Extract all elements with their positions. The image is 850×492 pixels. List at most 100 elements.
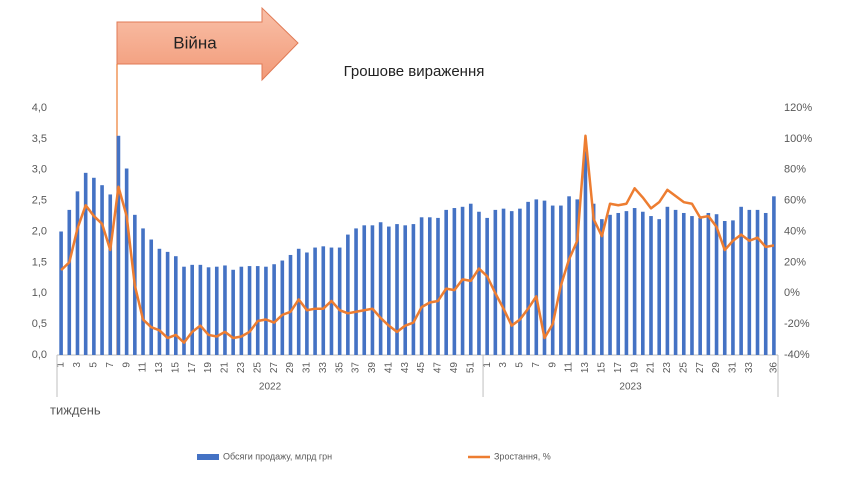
x-tick-label: 33	[318, 362, 329, 374]
x-tick-label: 41	[383, 362, 394, 374]
war-arrow	[116, 6, 299, 82]
x-tick-label: 27	[269, 362, 280, 374]
x-tick-label: 1	[56, 362, 67, 368]
line	[60, 134, 775, 344]
bar	[182, 266, 186, 355]
bar	[665, 206, 670, 355]
bar	[714, 214, 719, 355]
bar	[190, 264, 194, 355]
x-tick-label: 19	[203, 362, 214, 374]
legend-label: Обсяги продажу, млрд грн	[223, 451, 332, 461]
bar	[722, 221, 727, 355]
x-tick-label: 23	[662, 362, 673, 374]
y-tick-label: 1,5	[32, 256, 47, 268]
bar	[550, 205, 555, 355]
x-tick-label: 35	[334, 362, 345, 374]
bar	[59, 231, 63, 355]
legend-swatch	[197, 454, 219, 460]
bar	[173, 256, 178, 355]
bar	[518, 208, 522, 355]
x-axis-label: тиждень	[50, 402, 101, 417]
chart-title: Грошове вираження	[344, 63, 485, 80]
bar	[698, 217, 702, 355]
x-tick-label: 37	[351, 362, 362, 374]
bar	[75, 191, 80, 355]
y-tick-label: 0,0	[32, 349, 47, 361]
bar	[485, 217, 489, 355]
x-tick-label: 33	[744, 362, 755, 374]
x-tick-label: 36	[769, 362, 780, 374]
x-tick-label: 7	[531, 362, 542, 368]
annotation: Війна	[173, 33, 217, 52]
x-tick-label: 9	[547, 362, 558, 368]
bar	[313, 247, 317, 355]
x-tick-label: 45	[416, 362, 427, 374]
y2-tick-label: 0%	[784, 287, 800, 299]
x-tick-label: 3	[498, 362, 509, 368]
group-label: 2023	[619, 382, 642, 393]
bar	[706, 212, 711, 355]
x-tick-label: 51	[465, 362, 476, 374]
y-tick-label: 3,0	[32, 164, 47, 176]
bar	[321, 246, 326, 355]
bar	[116, 135, 121, 355]
x-tick-label: 5	[515, 362, 526, 368]
bar	[165, 251, 170, 355]
x-tick-label: 49	[449, 362, 460, 374]
x-tick-label: 7	[105, 362, 116, 368]
y-tick-label: 2,5	[32, 195, 47, 207]
x-tick-label: 19	[629, 362, 640, 374]
bar	[411, 224, 416, 355]
bar	[83, 172, 88, 355]
x-tick-label: 29	[711, 362, 722, 374]
bar	[600, 219, 604, 355]
x-tick-label: 29	[285, 362, 296, 374]
x-tick-label: 11	[138, 362, 149, 373]
bar	[583, 151, 588, 355]
bar	[223, 265, 227, 355]
bar	[624, 211, 629, 355]
bar	[477, 211, 481, 355]
bar	[395, 224, 399, 355]
x-tick-label: 13	[154, 362, 165, 374]
x-tick-label: 23	[236, 362, 247, 374]
bar	[346, 234, 350, 355]
bar	[444, 209, 448, 355]
bar	[509, 211, 514, 355]
bar	[747, 209, 752, 355]
bar	[419, 217, 424, 355]
bar	[337, 247, 342, 355]
bar	[149, 239, 154, 355]
bar	[255, 266, 260, 355]
x-tick-label: 1	[482, 362, 493, 368]
bar	[354, 228, 358, 355]
legend-label: Зростання, %	[494, 451, 551, 461]
x-tick-label: 31	[302, 362, 313, 374]
bar	[641, 211, 645, 355]
y-tick-label: 1,0	[32, 287, 47, 299]
bar	[305, 252, 309, 355]
bar	[632, 208, 637, 355]
bar	[198, 264, 203, 355]
y2-tick-label: 60%	[784, 195, 806, 207]
bar	[616, 212, 621, 355]
bar	[214, 266, 219, 355]
y2-tick-label: 40%	[784, 225, 806, 237]
x-tick-label: 31	[728, 362, 739, 374]
bar	[567, 196, 571, 355]
bar	[534, 199, 539, 355]
bar	[280, 260, 285, 355]
x-tick-label: 15	[596, 362, 607, 374]
x-tick-label: 47	[433, 362, 444, 374]
x-tick-label: 9	[121, 362, 132, 368]
bar	[542, 200, 547, 355]
x-tick-label: 5	[89, 362, 100, 368]
x-tick-label: 27	[695, 362, 706, 374]
y-tick-label: 4,0	[32, 102, 47, 114]
y2-tick-label: -40%	[784, 349, 810, 361]
bar	[206, 267, 211, 355]
bar	[608, 214, 612, 355]
bar	[370, 225, 375, 355]
y-tick-label: 0,5	[32, 318, 47, 330]
